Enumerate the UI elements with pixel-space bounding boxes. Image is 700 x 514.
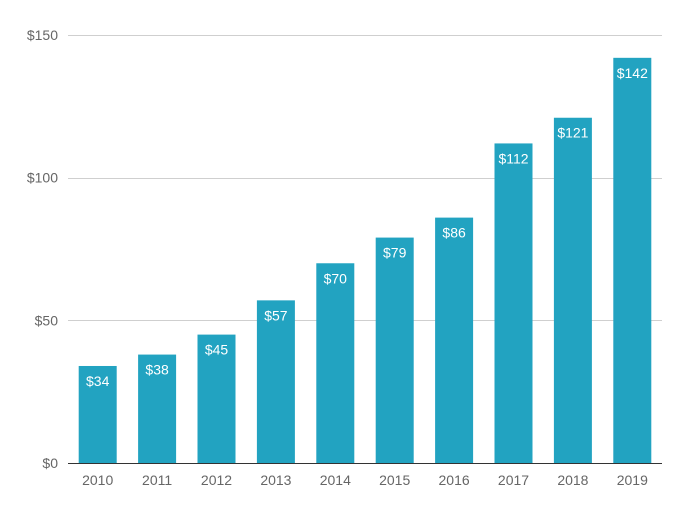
bar-value-label: $57 [264,307,288,323]
bar [613,57,652,464]
bar [375,237,414,463]
x-axis: 2010 2011 2012 2013 2014 2015 2016 2017 2018 2019 [68,463,662,488]
y-axis: $0 $50 $100 $150 [27,27,58,471]
x-tick-label: 2019 [617,472,648,488]
x-tick-label: 2010 [82,472,113,488]
y-tick-label: $0 [42,455,58,471]
bar [494,143,533,463]
x-tick-label: 2017 [498,472,529,488]
x-tick-label: 2013 [260,472,291,488]
y-tick-label: $100 [27,170,58,186]
bar [197,334,236,463]
data-labels: $34 $38 $45 $57 $70 $79 $86 $112 $121 $142 [86,65,648,389]
bar-value-label: $38 [145,362,169,378]
bar [138,354,177,463]
bar-value-label: $112 [498,150,528,166]
x-tick-label: 2012 [201,472,232,488]
x-tick-label: 2014 [320,472,351,488]
bar [553,117,592,463]
bar-value-label: $45 [205,342,229,358]
bar [256,300,295,463]
x-tick-label: 2015 [379,472,410,488]
x-tick-label: 2016 [439,472,470,488]
bar [78,365,117,463]
bar-value-label: $34 [86,373,110,389]
x-tick-label: 2018 [557,472,588,488]
bars [78,57,652,464]
bar [316,263,355,463]
bar-value-label: $79 [383,245,407,261]
y-tick-label: $150 [27,27,58,43]
bar-value-label: $70 [324,270,348,286]
x-tick-label: 2011 [142,472,172,488]
y-tick-label: $50 [35,312,59,328]
bar-value-label: $142 [617,65,648,81]
bar-value-label: $121 [557,125,588,141]
bar-value-label: $86 [442,225,466,241]
bar [435,217,474,463]
